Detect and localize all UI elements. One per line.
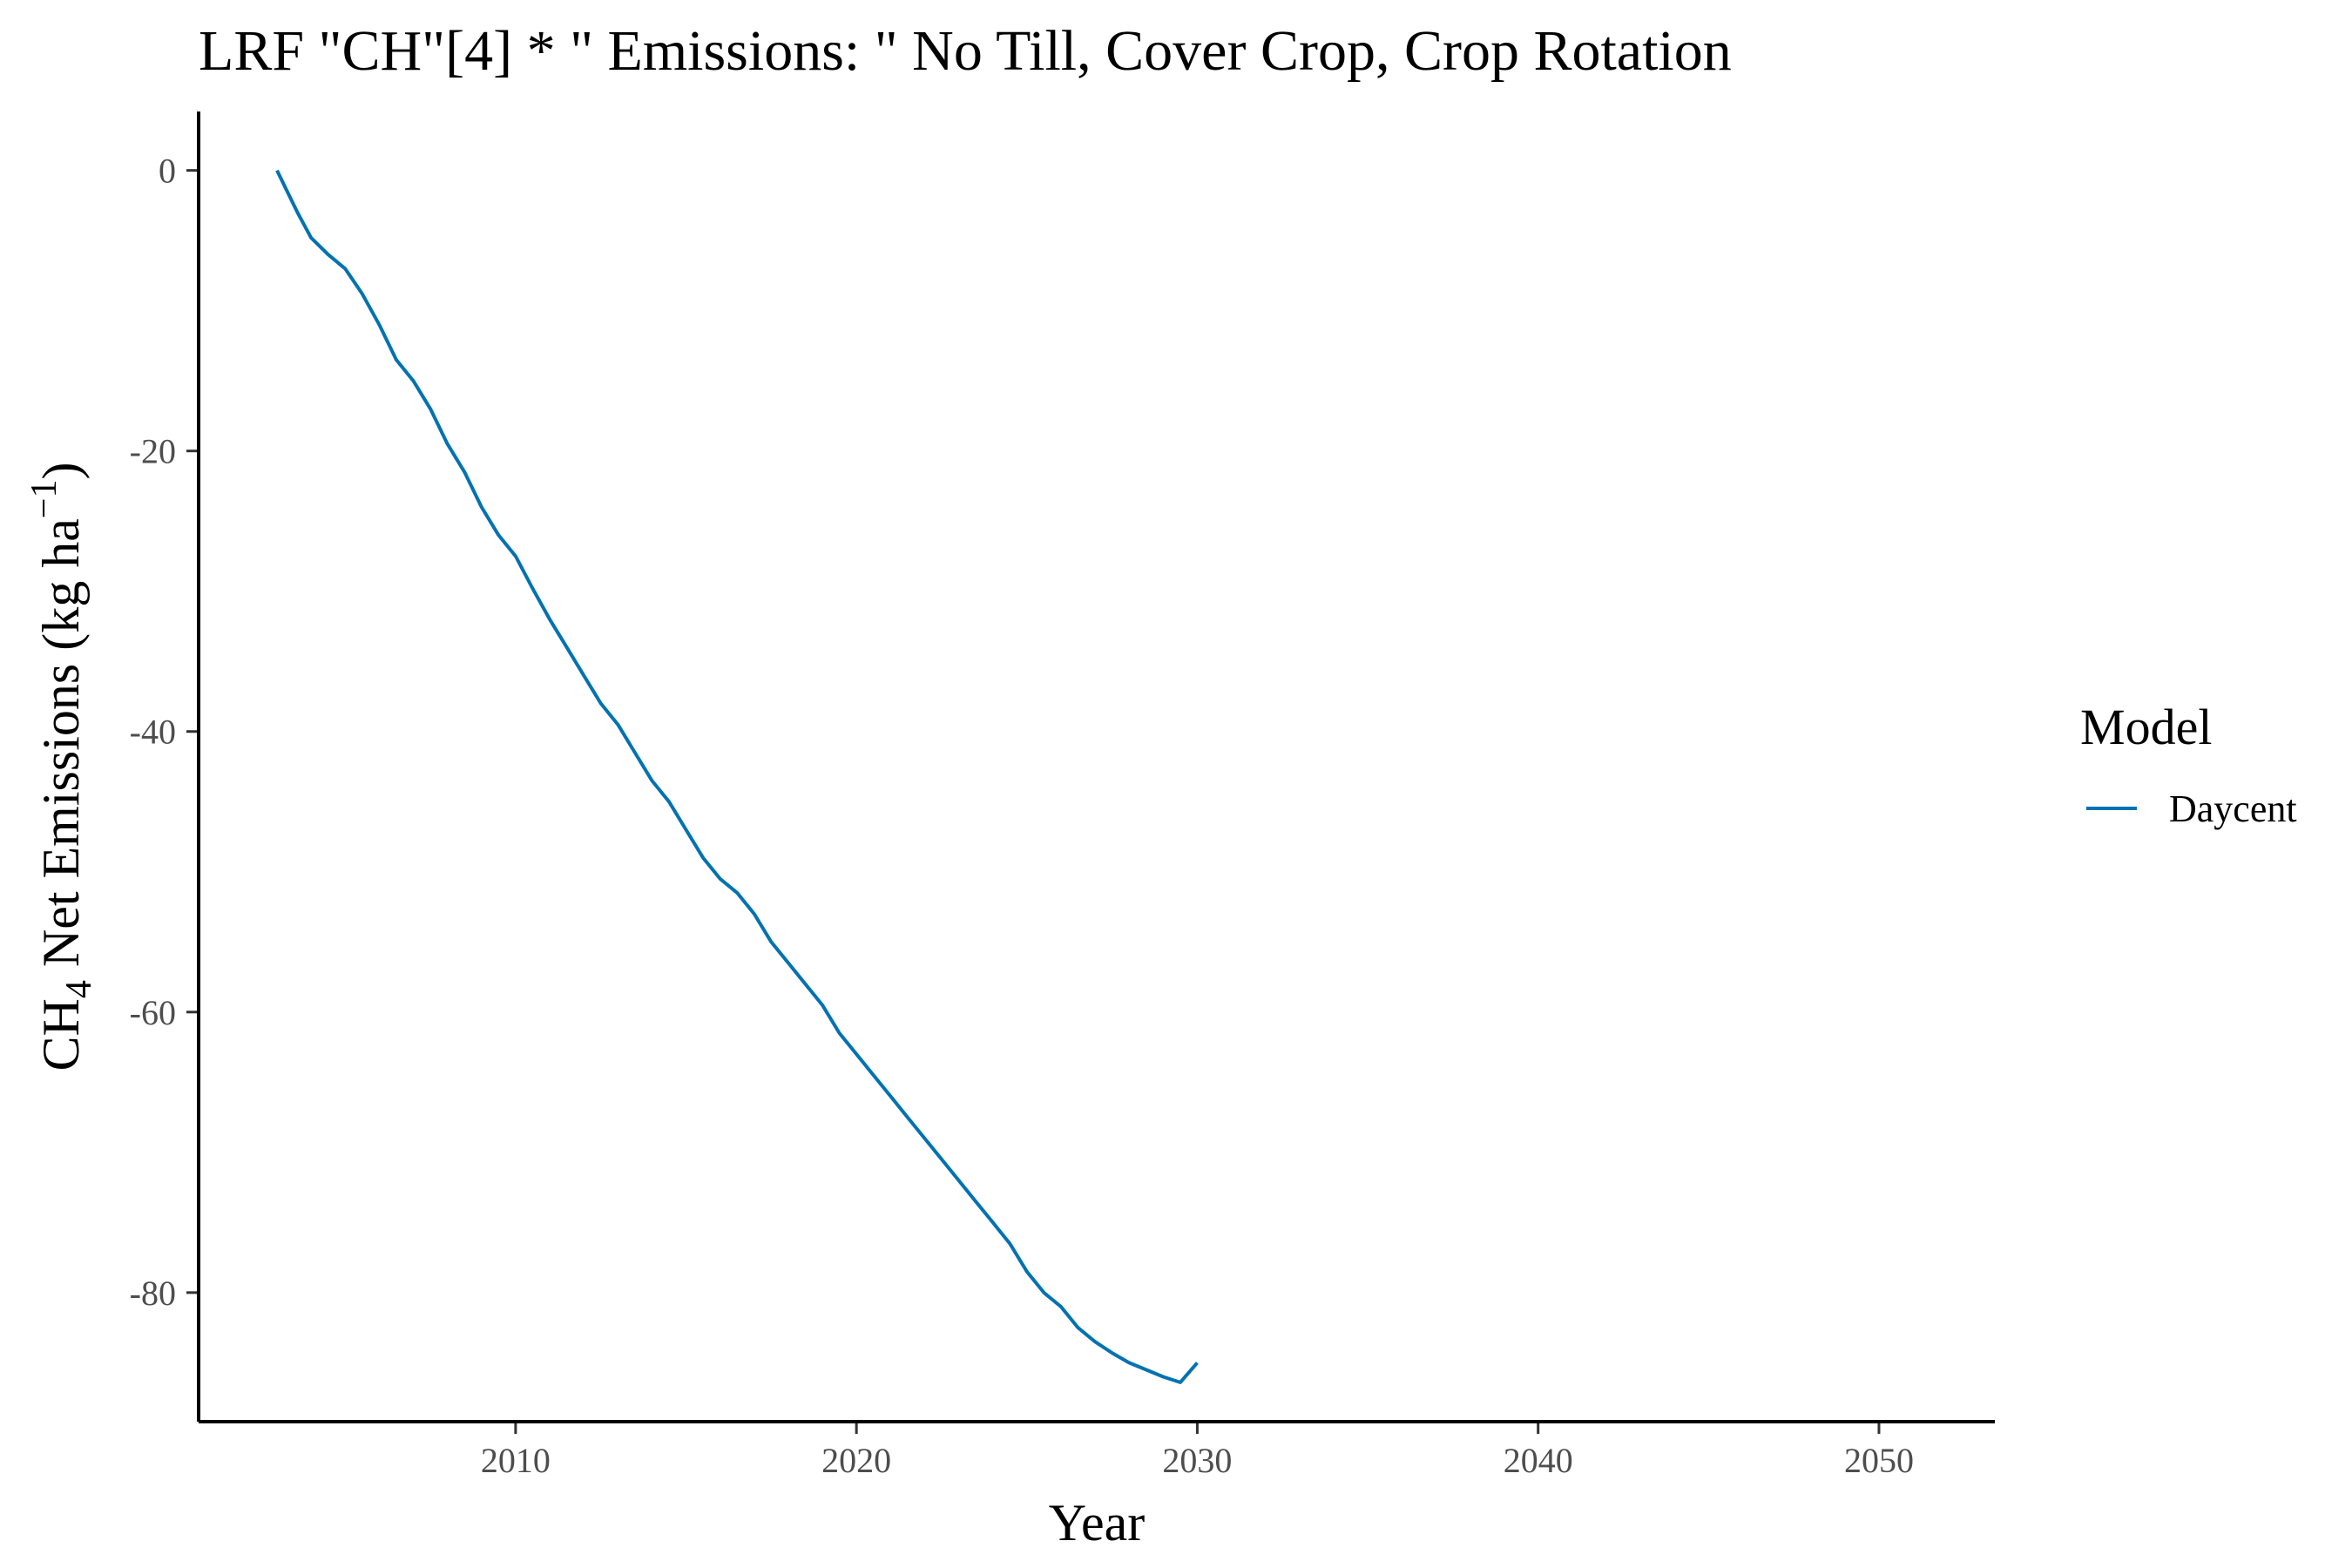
legend: Model Daycent xyxy=(2080,699,2297,830)
legend-label-daycent: Daycent xyxy=(2169,787,2297,830)
x-tick-label: 2020 xyxy=(821,1441,891,1480)
series-layer xyxy=(275,169,1199,1384)
x-tick-label: 2010 xyxy=(481,1441,551,1480)
y-tick-label: -80 xyxy=(130,1274,176,1313)
x-axis-ticks: 2010 2020 2030 2040 2050 xyxy=(481,1422,1914,1480)
legend-title: Model xyxy=(2080,699,2212,755)
series-line-daycent xyxy=(275,169,1199,1384)
y-tick-label: 0 xyxy=(159,152,176,191)
x-tick-label: 2030 xyxy=(1162,1441,1232,1480)
x-axis-title: Year xyxy=(1049,1494,1146,1551)
chart-title: LRF "CH"[4] * " Emissions: " No Till, Co… xyxy=(199,19,1732,83)
y-axis-ticks: 0 -20 -40 -60 -80 xyxy=(130,152,199,1313)
y-tick-label: -40 xyxy=(130,713,176,752)
y-tick-label: -20 xyxy=(130,432,176,471)
y-axis-title: CH4 Net Emissions (kg ha−1) xyxy=(24,463,99,1071)
x-tick-label: 2040 xyxy=(1504,1441,1573,1480)
y-tick-label: -60 xyxy=(130,993,176,1032)
x-tick-label: 2050 xyxy=(1844,1441,1914,1480)
